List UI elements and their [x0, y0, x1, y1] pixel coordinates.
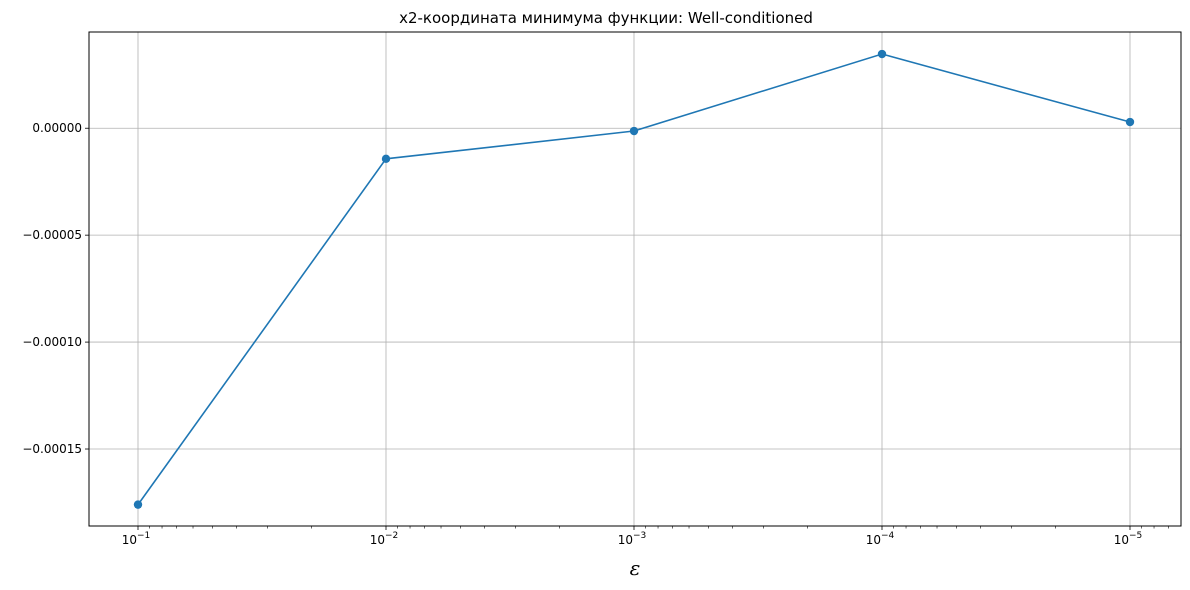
y-tick-label: 0.00000	[32, 121, 82, 135]
y-axis: 0.00000 −0.00005 −0.00010 −0.00015	[22, 121, 89, 456]
x-tick-label: 10−1	[122, 531, 151, 547]
x-tick-label: 10−4	[866, 531, 895, 547]
data-point	[1125, 117, 1135, 127]
data-point	[629, 126, 639, 136]
x-axis: 10−1 10−2 10−3 10−4 10−5	[122, 526, 1169, 547]
data-point	[133, 500, 143, 509]
x-tick-label: 10−5	[1114, 531, 1143, 547]
x-axis-label: ε	[630, 556, 641, 580]
x-tick-label: 10−2	[370, 531, 399, 547]
y-tick-label: −0.00005	[22, 228, 82, 242]
y-tick-label: −0.00010	[22, 335, 82, 349]
y-tick-label: −0.00015	[22, 442, 82, 456]
x-tick-label: 10−3	[618, 531, 647, 547]
data-point	[381, 154, 391, 164]
plot-frame	[88, 31, 1182, 527]
series-line-group	[133, 49, 1135, 509]
chart-title: x2-координата минимума функции: Well-con…	[399, 9, 813, 27]
data-point	[877, 49, 887, 59]
grid	[89, 32, 1181, 526]
